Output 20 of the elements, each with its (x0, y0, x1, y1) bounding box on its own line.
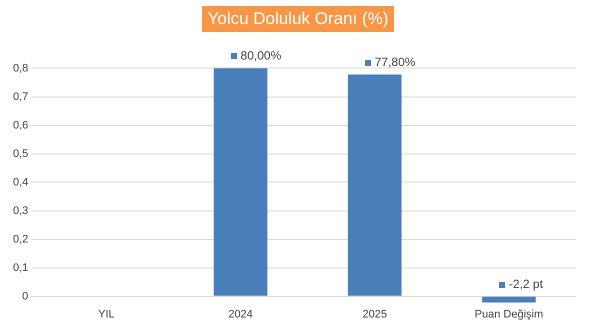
y-tick-label: 0,2 (12, 233, 28, 246)
y-tick-label: 0,7 (12, 90, 28, 103)
y-tick-label: 0 (22, 290, 28, 302)
data-label: 80,00% (240, 48, 282, 63)
y-tick-label: 0,4 (12, 176, 28, 188)
x-tick-label: 2024 (228, 308, 253, 320)
y-tick-label: 0,3 (12, 204, 28, 217)
annotation: -2,2 pt (508, 277, 544, 292)
y-tick-label: 0,1 (12, 262, 28, 274)
bar (348, 74, 402, 296)
y-tick-label: 0,5 (12, 148, 28, 160)
x-tick-label: Puan Değişim (474, 308, 544, 320)
bar (214, 68, 268, 296)
data-label: 77,80% (374, 54, 416, 69)
chart-title: Yolcu Doluluk Oranı (%) (202, 6, 394, 32)
y-tick-label: 0,8 (12, 62, 28, 74)
y-tick-label: 0,6 (12, 119, 28, 132)
x-tick-label: 2025 (362, 308, 387, 320)
x-tick-label: YIL (98, 308, 115, 320)
bar (482, 296, 536, 303)
